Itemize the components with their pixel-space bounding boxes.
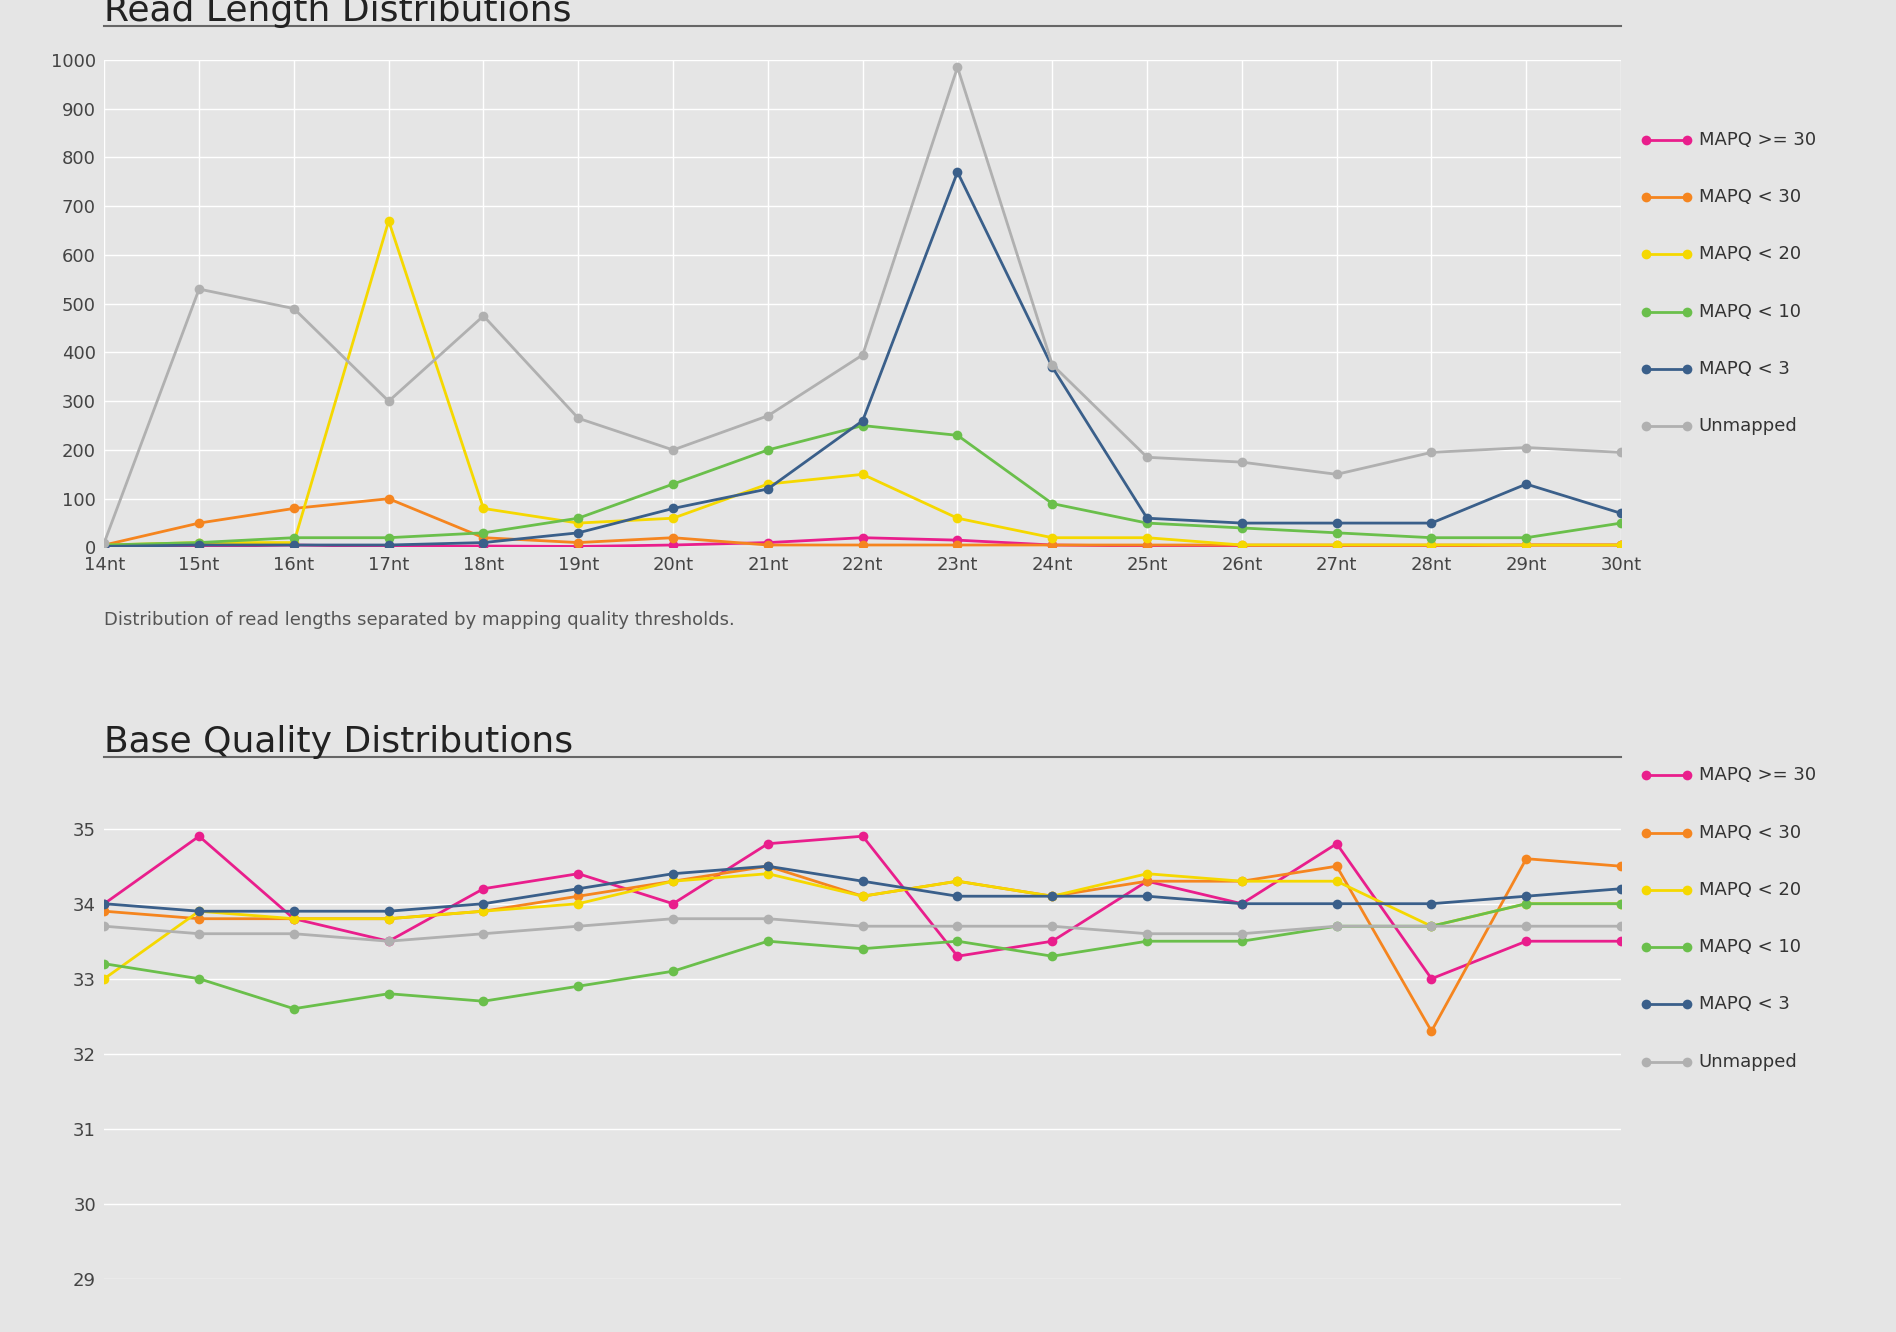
Text: MAPQ < 20: MAPQ < 20: [1699, 880, 1801, 899]
Text: MAPQ >= 30: MAPQ >= 30: [1699, 766, 1816, 785]
Text: MAPQ < 10: MAPQ < 10: [1699, 302, 1801, 321]
Text: MAPQ < 10: MAPQ < 10: [1699, 938, 1801, 956]
Text: Base Quality Distributions: Base Quality Distributions: [104, 726, 573, 759]
Text: MAPQ < 3: MAPQ < 3: [1699, 360, 1790, 378]
Text: MAPQ < 20: MAPQ < 20: [1699, 245, 1801, 264]
Text: MAPQ < 30: MAPQ < 30: [1699, 188, 1801, 206]
Text: Distribution of read lengths separated by mapping quality thresholds.: Distribution of read lengths separated b…: [104, 611, 736, 629]
Text: MAPQ < 30: MAPQ < 30: [1699, 823, 1801, 842]
Text: Unmapped: Unmapped: [1699, 1052, 1797, 1071]
Text: Read Length Distributions: Read Length Distributions: [104, 0, 573, 28]
Text: MAPQ >= 30: MAPQ >= 30: [1699, 131, 1816, 149]
Text: Unmapped: Unmapped: [1699, 417, 1797, 436]
Text: MAPQ < 3: MAPQ < 3: [1699, 995, 1790, 1014]
